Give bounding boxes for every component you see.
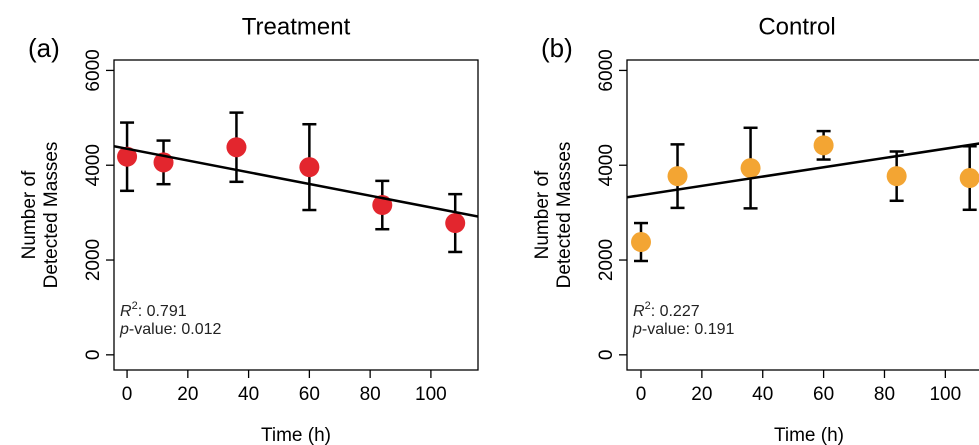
y-tick-label: 6000	[596, 49, 617, 91]
p-text: -value: 0.012	[129, 321, 222, 338]
point	[299, 157, 320, 178]
y-tick-label: 0	[83, 350, 104, 361]
x-tick-label: 20	[177, 384, 198, 405]
fit-line	[627, 142, 979, 199]
p-symbol: p	[119, 321, 129, 338]
r-value: : 0.791	[138, 303, 187, 320]
x-tick-label: 60	[813, 384, 834, 405]
point	[886, 166, 907, 187]
p-symbol: p	[632, 321, 642, 338]
point	[667, 166, 688, 187]
x-tick-label: 0	[636, 384, 647, 405]
r-squared: R2: 0.791	[120, 300, 187, 320]
r-symbol: R	[120, 303, 132, 320]
panel-label: (a)	[28, 33, 60, 63]
p-value: p-value: 0.191	[632, 321, 735, 338]
r-power: 2	[132, 300, 138, 312]
chart-title: Control	[758, 13, 835, 40]
x-tick-label: 80	[360, 384, 381, 405]
point	[740, 158, 761, 179]
point	[631, 232, 651, 253]
point	[813, 135, 834, 156]
point	[445, 213, 466, 234]
x-tick-label: 0	[122, 384, 133, 405]
x-tick-label: 20	[691, 384, 712, 405]
chart-title: Treatment	[242, 13, 351, 40]
plot-frame	[113, 59, 479, 371]
x-tick-label: 100	[929, 384, 961, 405]
point	[959, 168, 979, 189]
x-tick-label: 40	[238, 384, 259, 405]
point	[226, 137, 247, 158]
point	[117, 146, 138, 167]
panel-label: (b)	[541, 33, 573, 63]
y-tick-label: 2000	[83, 239, 104, 281]
fit-line	[114, 145, 478, 218]
x-tick-label: 40	[752, 384, 773, 405]
p-value: p-value: 0.012	[119, 321, 222, 338]
r-power: 2	[645, 300, 651, 312]
x-axis-label: Time (h)	[261, 425, 331, 445]
r-squared: R2: 0.227	[633, 300, 700, 320]
x-tick-label: 60	[299, 384, 320, 405]
r-value: : 0.227	[651, 303, 700, 320]
x-tick-label: 100	[415, 384, 447, 405]
y-tick-label: 4000	[596, 144, 617, 186]
p-text: -value: 0.191	[642, 321, 735, 338]
y-axis-label: Detected Masses	[554, 142, 575, 289]
y-tick-label: 4000	[83, 144, 104, 186]
y-axis-label: Number of	[532, 170, 553, 259]
y-tick-label: 2000	[596, 239, 617, 281]
y-tick-label: 6000	[83, 49, 104, 91]
y-axis-label: Detected Masses	[41, 142, 62, 289]
y-axis-label: Number of	[19, 170, 40, 259]
x-tick-label: 80	[874, 384, 895, 405]
r-symbol: R	[633, 303, 645, 320]
plot-frame	[626, 59, 979, 371]
x-axis-label: Time (h)	[774, 425, 844, 445]
y-tick-label: 0	[596, 350, 617, 361]
